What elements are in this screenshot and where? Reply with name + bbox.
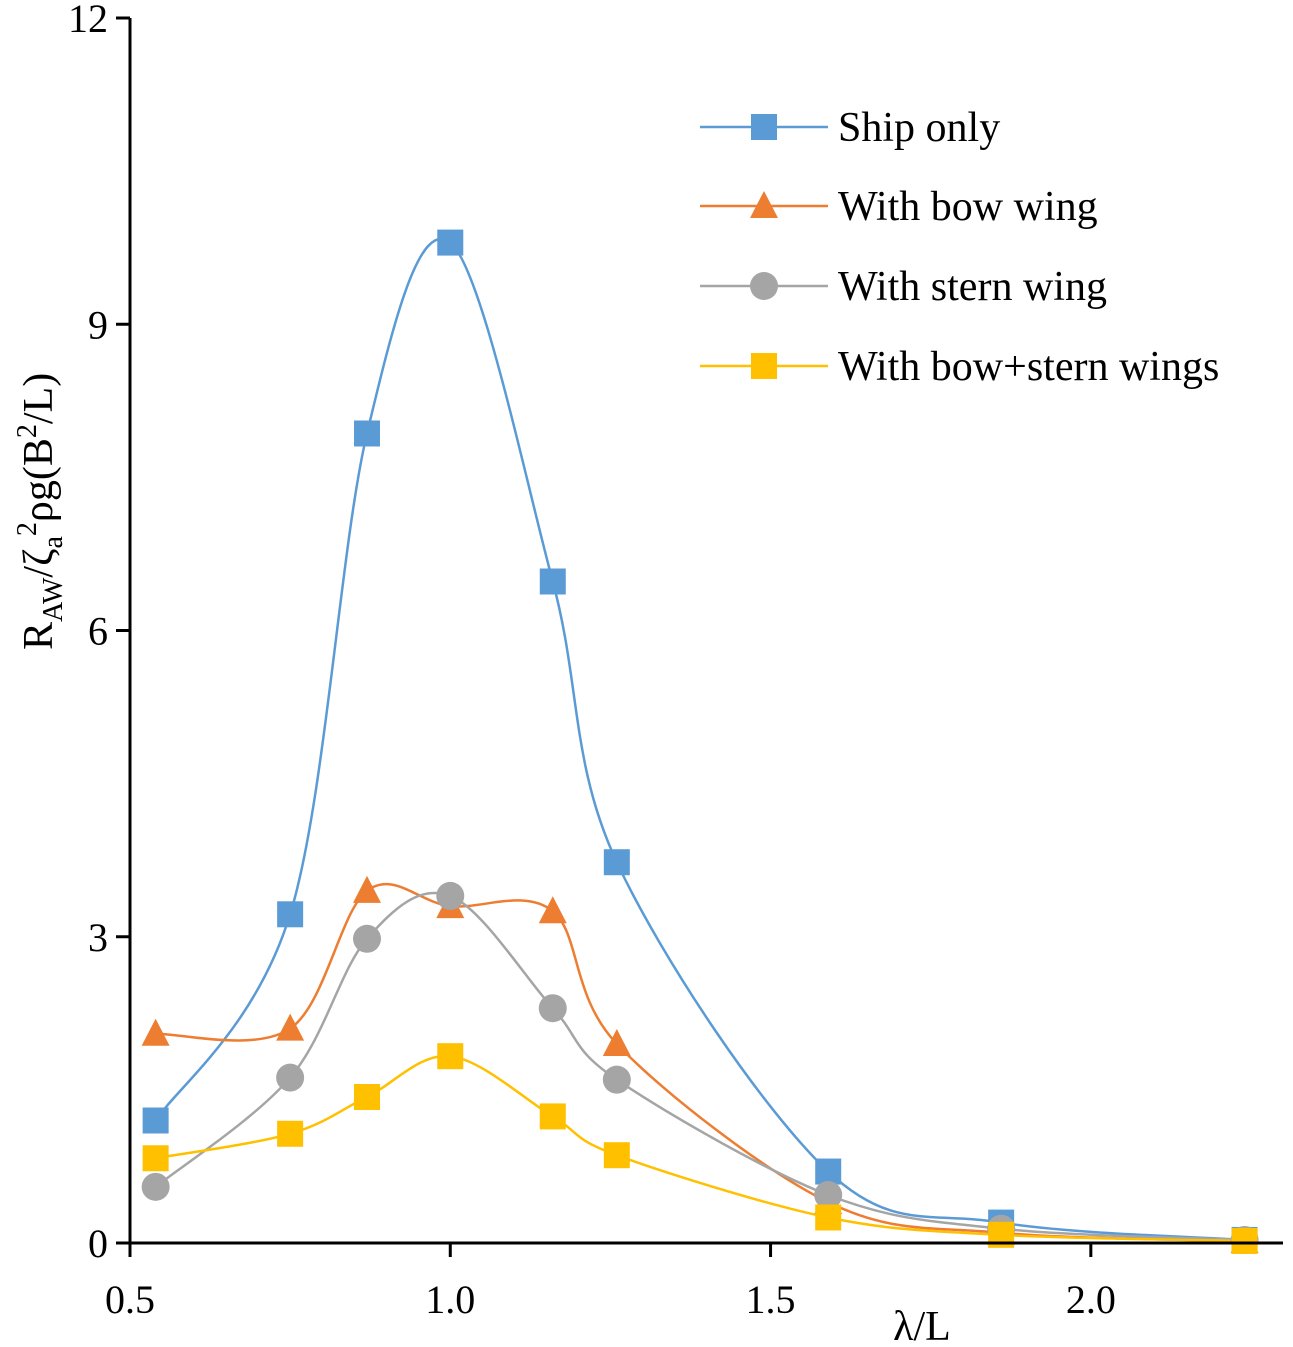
data-point-with-bow-stern-wings <box>437 1043 464 1070</box>
y-tick-label: 9 <box>88 302 108 347</box>
data-point-ship-only <box>603 849 630 876</box>
x-axis-title: λ/L <box>893 1304 951 1347</box>
x-tick-label: 2.0 <box>1066 1277 1116 1322</box>
y-tick-label: 12 <box>68 0 108 41</box>
data-point-with-stern-wing <box>538 994 567 1023</box>
data-point-with-stern-wing <box>814 1181 843 1210</box>
series-line-ship-only <box>154 237 1245 1242</box>
y-axis-title-sup2: 2 <box>12 424 43 438</box>
data-point-with-bow-stern-wings <box>277 1120 304 1147</box>
data-point-ship-only <box>142 1107 169 1134</box>
data-point-with-bow-stern-wings <box>603 1142 630 1169</box>
y-axis-title-sup1: 2 <box>12 522 43 536</box>
data-point-with-bow-stern-wings <box>1231 1227 1258 1254</box>
data-point-ship-only <box>437 229 464 256</box>
legend-marker-with-bow-stern-wings <box>751 353 777 379</box>
y-axis-title-mid2: ρg(B <box>16 438 62 522</box>
ticks: 0 3 6 9 12 0.5 1.0 1.5 2.0 <box>68 0 1116 1322</box>
data-point-with-stern-wing <box>141 1172 170 1201</box>
y-tick-label: 3 <box>88 915 108 960</box>
legend-label-with-bow-wing: With bow wing <box>838 184 1098 230</box>
data-point-with-bow-stern-wings <box>142 1145 169 1172</box>
data-point-with-stern-wing <box>436 881 465 910</box>
data-point-with-bow-stern-wings <box>354 1084 381 1111</box>
x-tick-label: 1.5 <box>746 1277 796 1322</box>
y-tick-label: 6 <box>88 609 108 654</box>
data-point-with-bow-stern-wings <box>815 1204 842 1231</box>
series-line-with-stern-wing <box>154 891 1245 1242</box>
data-point-ship-only <box>277 901 304 928</box>
plot-markers <box>141 229 1259 1254</box>
data-point-with-stern-wing <box>353 924 382 953</box>
legend-label-with-stern-wing: With stern wing <box>838 264 1107 310</box>
data-point-with-bow-stern-wings <box>539 1103 566 1130</box>
y-axis-title-sub2: a <box>38 536 69 549</box>
data-point-ship-only <box>815 1158 842 1185</box>
data-point-with-bow-wing <box>276 1013 305 1041</box>
x-tick-label: 1.0 <box>425 1277 475 1322</box>
data-point-with-stern-wing <box>276 1063 305 1092</box>
legend-marker-with-bow-wing <box>750 191 778 218</box>
data-point-with-stern-wing <box>602 1065 631 1094</box>
legend: Ship only With bow wing With stern wing Wit… <box>700 105 1219 390</box>
legend-marker-with-stern-wing <box>750 272 778 300</box>
y-axis-title-base: R <box>16 622 62 650</box>
y-axis-title-sub1: AW <box>38 577 69 622</box>
x-tick-label: 0.5 <box>105 1277 155 1322</box>
legend-label-with-bow-stern-wings: With bow+stern wings <box>838 344 1219 390</box>
legend-label-ship-only: Ship only <box>838 105 1000 151</box>
series-line-with-bow-wing <box>155 882 1245 1243</box>
data-point-with-bow-wing <box>353 875 382 903</box>
data-point-ship-only <box>354 420 381 447</box>
series-line-with-bow-stern-wings <box>155 1054 1245 1243</box>
y-axis-title: RAW/ζa2ρg(B2/L) <box>12 373 69 650</box>
data-point-with-bow-wing <box>602 1028 631 1056</box>
data-point-ship-only <box>539 568 566 595</box>
y-axis-title-mid1: /ζ <box>16 549 62 578</box>
y-tick-label: 0 <box>88 1221 108 1266</box>
data-point-with-bow-wing <box>538 896 567 924</box>
data-point-with-bow-wing <box>141 1018 170 1046</box>
legend-marker-ship-only <box>751 114 777 140</box>
y-axis-title-end: /L) <box>16 373 62 424</box>
